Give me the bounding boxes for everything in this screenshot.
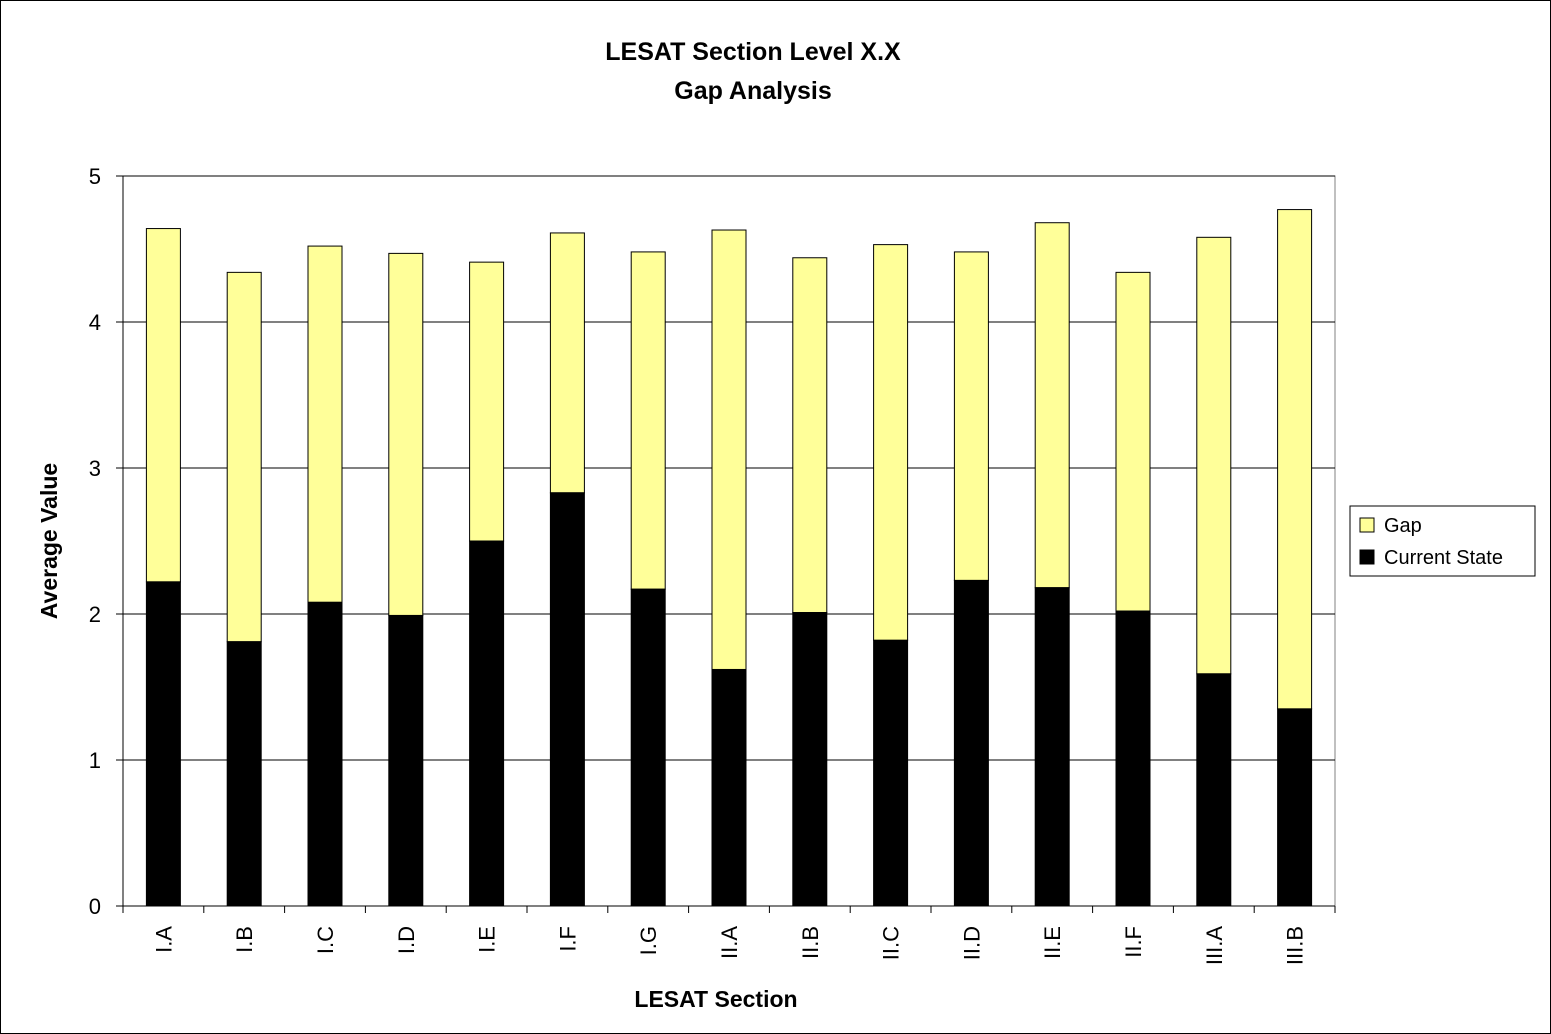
bar-gap-I.D [388,252,424,616]
bar-current-state-I.C [307,601,343,907]
legend-swatch-current-state [1359,549,1375,565]
x-tick-label: III.A [1202,926,1227,965]
bar-current-state-II.D [953,579,989,907]
bar-current-state-II.E [1034,587,1070,907]
bar-gap-II.A [711,229,747,670]
bar-gap-III.A [1196,236,1232,675]
bar-gap-I.F [549,232,585,494]
y-tick-label: 4 [89,310,101,335]
bar-gap-I.B [226,271,262,643]
x-axis-title: LESAT Section [634,986,797,1012]
y-tick-label: 5 [89,164,101,189]
bar-current-state-I.E [469,540,505,907]
x-tick-label: II.E [1040,926,1065,959]
bar-gap-II.F [1115,271,1151,612]
bar-gap-III.B [1277,209,1313,710]
bar-current-state-I.F [549,492,585,907]
bar-gap-II.E [1034,222,1070,589]
bar-gap-II.D [953,251,989,581]
legend: Gap Current State [1349,505,1536,577]
x-tick-label: II.B [798,926,823,959]
bar-current-state-II.F [1115,610,1151,907]
x-tick-label: I.F [555,926,580,952]
x-tick-label: I.D [394,926,419,954]
x-tick-label: III.B [1283,926,1308,965]
plot-area: 0 1 2 3 4 5 I.A I.B I.C I.D I.E I.F I.G II.A II.B II.C I… [36,164,1336,1012]
bar-current-state-II.B [792,612,828,907]
bar-current-state-II.C [873,639,909,907]
legend-swatch-gap [1359,517,1375,533]
y-axis-title: Average Value [36,463,62,619]
bar-gap-I.C [307,245,343,603]
bar-current-state-III.A [1196,673,1232,907]
x-tick-label: II.F [1121,926,1146,958]
bar-gap-II.C [873,244,909,641]
x-tick-label: I.A [151,926,176,953]
bar-current-state-II.A [711,668,747,907]
bar-current-state-I.B [226,641,262,907]
chart-title-line-2: Gap Analysis [674,77,831,105]
y-tick-label: 0 [89,894,101,919]
x-tick-label: II.D [959,926,984,960]
bar-current-state-I.D [388,614,424,907]
legend-label: Current State [1384,547,1503,569]
chart-title-line-1: LESAT Section Level X.X [605,38,901,66]
legend-box [1349,505,1536,577]
x-tick-label: II.C [879,926,904,960]
x-tick-label: I.G [636,926,661,955]
bar-gap-II.B [792,257,828,614]
y-tick-label: 2 [89,602,101,627]
bar-current-state-I.A [145,581,181,907]
x-tick-label: I.E [475,926,500,953]
chart-title: LESAT Section Level X.X Gap Analysis [605,38,901,105]
y-tick-label: 3 [89,456,101,481]
bar-gap-I.A [145,228,181,583]
x-tick-label: I.B [232,926,257,953]
legend-label: Gap [1384,515,1422,537]
bar-current-state-I.G [630,588,666,907]
y-tick-label: 1 [89,748,101,773]
x-tick-label: I.C [313,926,338,954]
x-tick-label: II.A [717,926,742,959]
bar-gap-I.E [469,261,505,542]
bar-gap-I.G [630,251,666,590]
bar-current-state-III.B [1277,708,1313,907]
